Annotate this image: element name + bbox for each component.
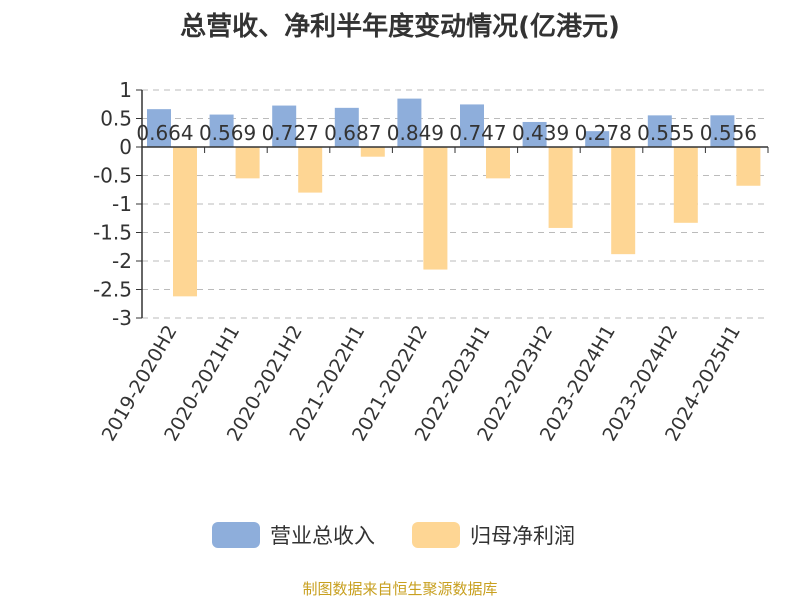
revenue-data-label: 0.555: [637, 121, 694, 145]
y-tick-label: -3: [112, 306, 132, 330]
revenue-data-label: 0.278: [575, 121, 632, 145]
revenue-bar: [272, 105, 297, 147]
revenue-data-label: 0.569: [199, 121, 256, 145]
profit-bar: [673, 147, 698, 223]
legend-label: 营业总收入: [270, 524, 375, 548]
revenue-data-label: 0.727: [262, 121, 319, 145]
legend-swatch: [412, 522, 460, 548]
revenue-data-label: 0.439: [512, 121, 569, 145]
profit-bar: [423, 147, 448, 270]
revenue-bar: [397, 98, 422, 147]
source-note: 制图数据来自恒生聚源数据库: [302, 580, 498, 598]
profit-bar: [611, 147, 636, 255]
revenue-data-label: 0.664: [136, 121, 193, 145]
revenue-bar: [209, 114, 234, 147]
profit-bar: [298, 147, 323, 193]
profit-bar: [235, 147, 260, 179]
revenue-data-label: 0.849: [387, 121, 444, 145]
revenue-data-label: 0.556: [700, 121, 757, 145]
legend-label: 归母净利润: [470, 524, 575, 548]
y-tick-label: -1: [112, 192, 132, 216]
y-tick-label: 1: [119, 78, 132, 102]
revenue-bar: [710, 115, 735, 147]
y-tick-label: 0: [119, 135, 132, 159]
y-tick-label: -2: [112, 249, 132, 273]
revenue-bar: [647, 115, 672, 147]
profit-bar: [360, 147, 385, 157]
profit-bar: [173, 147, 197, 297]
revenue-data-label: 0.687: [324, 121, 381, 145]
revenue-bar: [147, 109, 171, 147]
legend-swatch: [212, 522, 260, 548]
profit-bar: [548, 147, 573, 228]
revenue-bar: [522, 121, 547, 147]
y-tick-label: -0.5: [93, 164, 132, 188]
revenue-data-label: 0.747: [449, 121, 506, 145]
profit-bar: [486, 147, 510, 179]
revenue-bar: [334, 107, 359, 147]
y-tick-label: -2.5: [93, 278, 132, 302]
chart-title: 总营收、净利半年度变动情况(亿港元): [180, 12, 620, 42]
revenue-bar: [585, 131, 610, 147]
revenue-bar: [460, 104, 484, 147]
profit-bar: [736, 147, 761, 186]
y-tick-label: 0.5: [100, 107, 132, 131]
y-tick-label: -1.5: [93, 221, 132, 245]
